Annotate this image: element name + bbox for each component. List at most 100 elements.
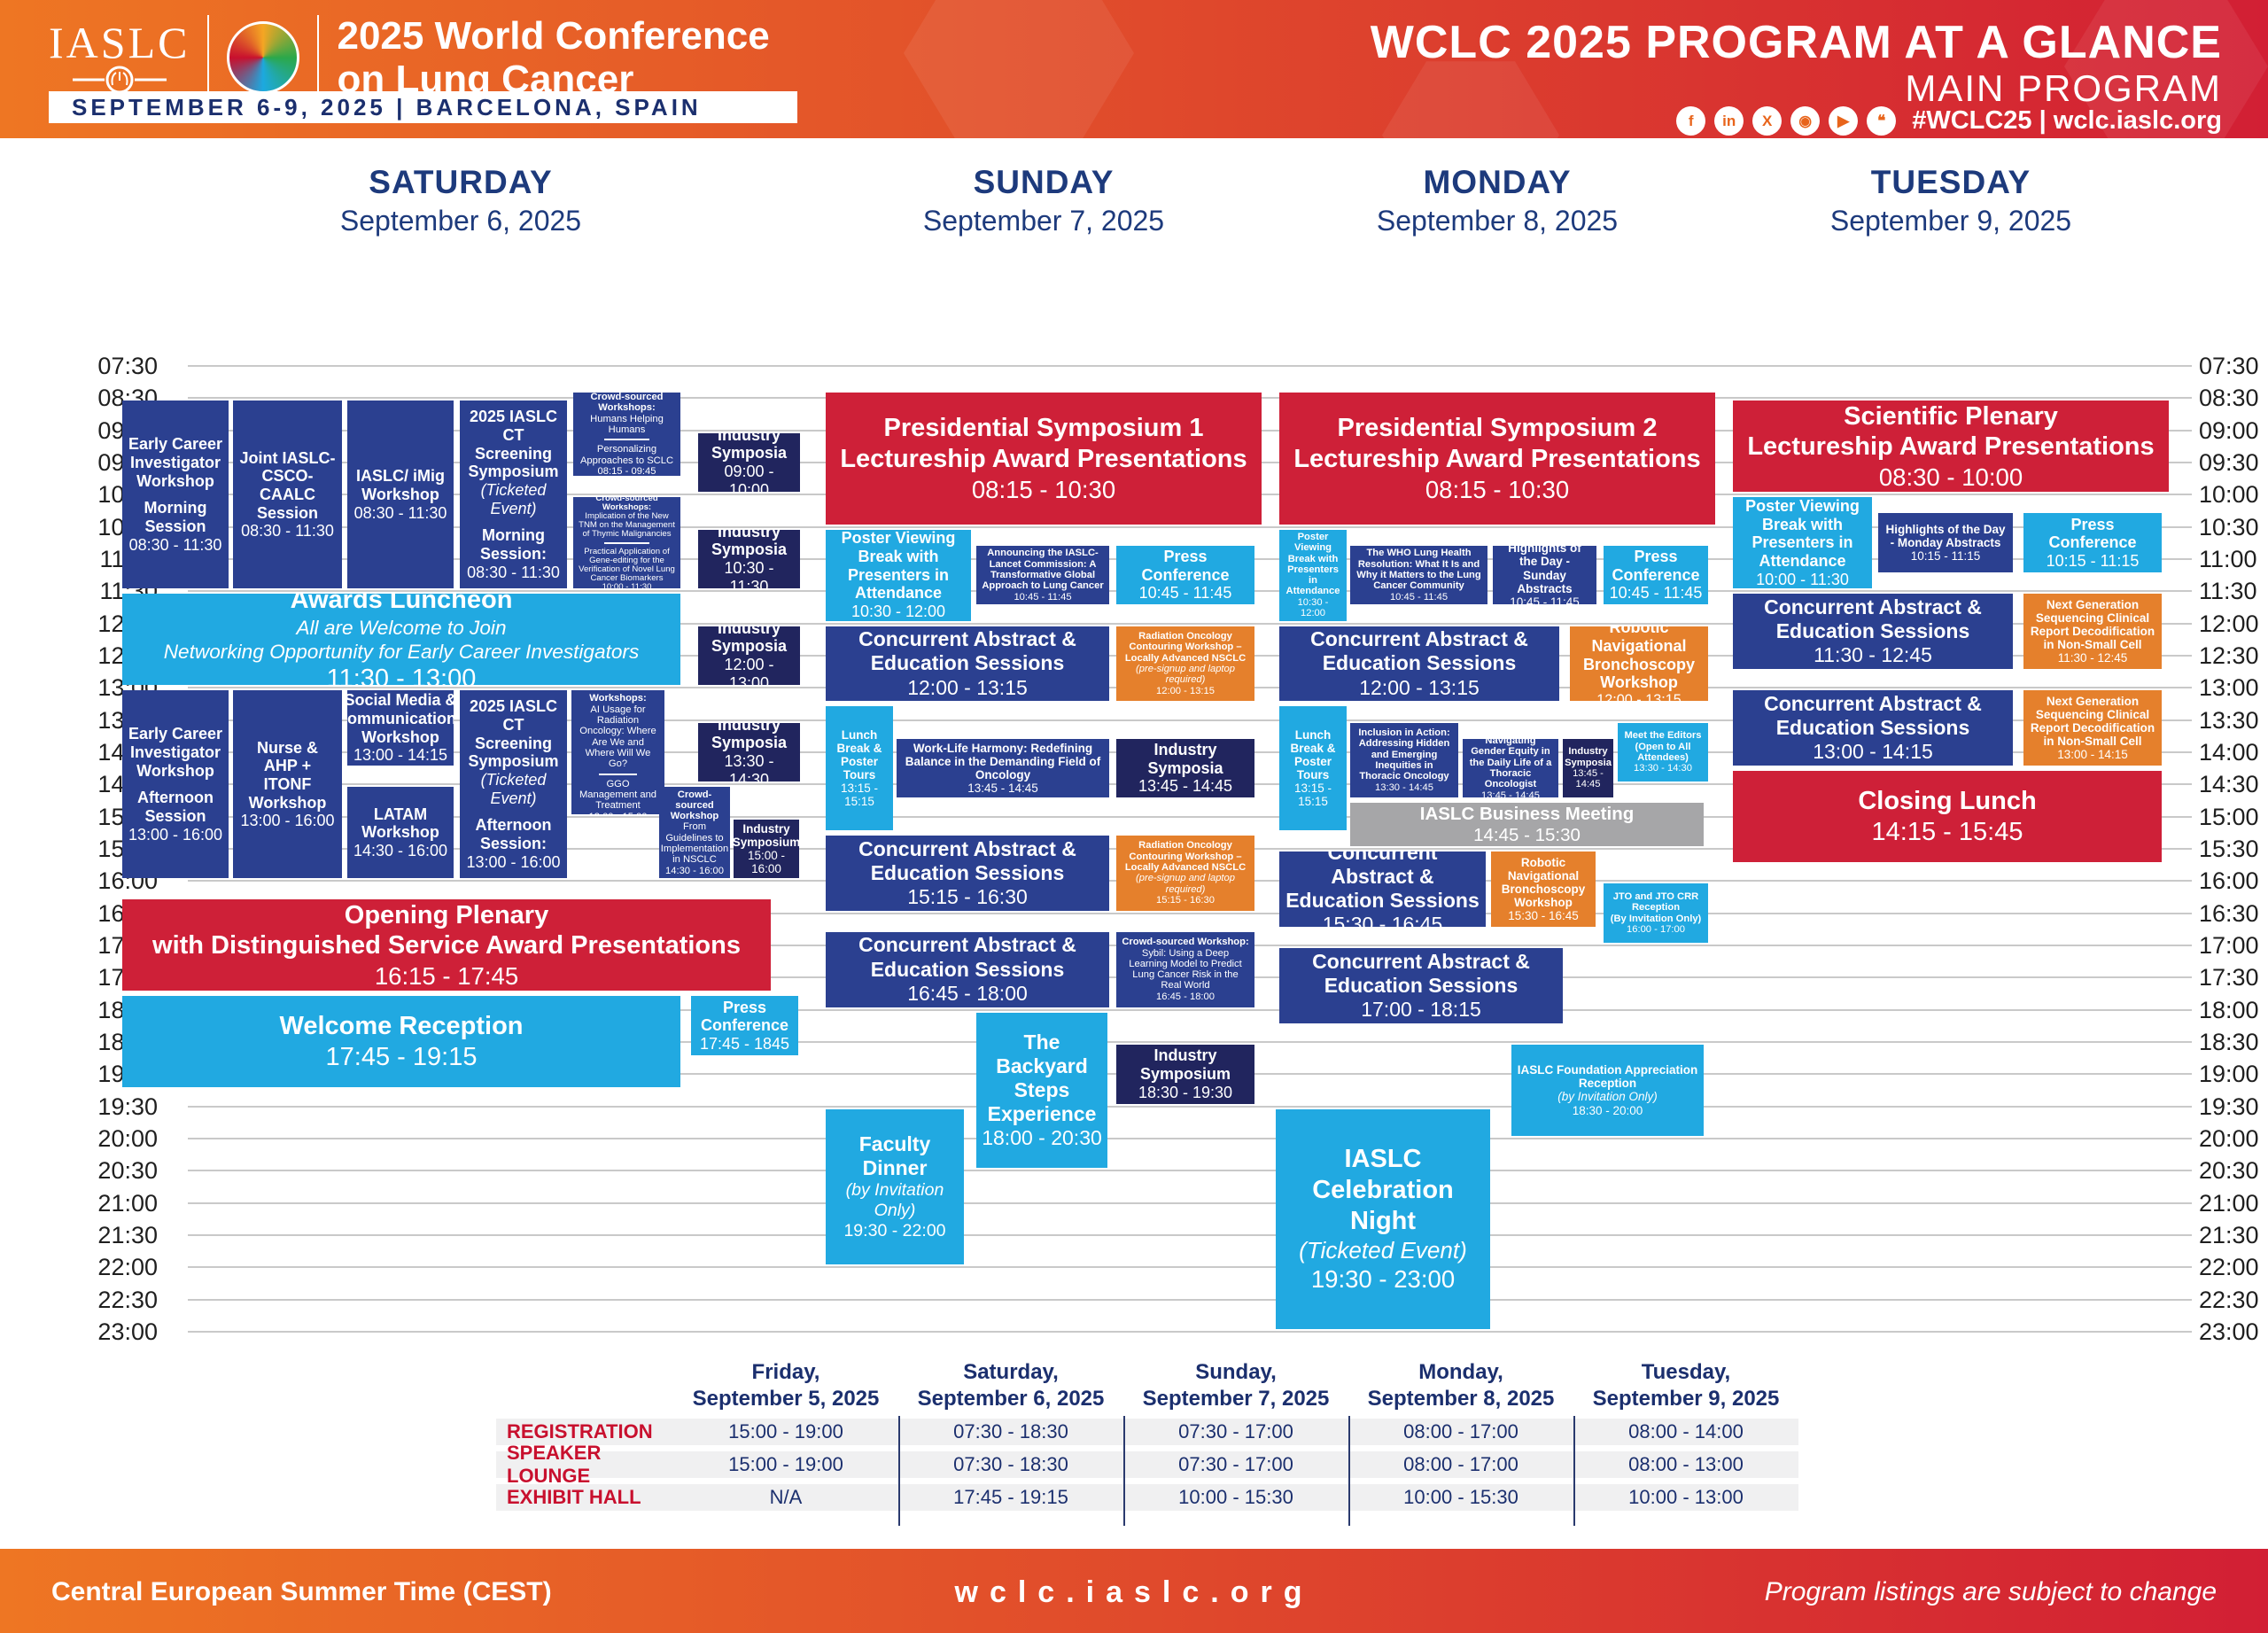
day-name: TUESDAY xyxy=(1870,164,2031,200)
sun-radiation-contouring-workshop-1515: Radiation Oncology Contouring Workshop –… xyxy=(1116,835,1254,911)
time-label: 10:00 xyxy=(2199,481,2259,509)
gridline xyxy=(188,1040,2192,1043)
event-text-line: Industry Symposia xyxy=(711,722,788,752)
mon-foundation-appreciation-reception: IASLC Foundation Appreciation Reception(… xyxy=(1511,1044,1704,1136)
wclc-emblem-icon xyxy=(227,21,300,95)
sat-nurse-ahp-itonf-workshop: Nurse & AHP + ITONF Workshop 13:00 - 16:0… xyxy=(233,690,342,879)
website-link[interactable]: wclc.iaslc.org xyxy=(954,1575,1314,1609)
gridline xyxy=(188,622,2192,625)
time-label: 22:00 xyxy=(2199,1254,2259,1281)
event-text-line: Nurse & AHP + ITONF Workshop xyxy=(248,738,327,812)
event-text-line: 14:45 - 15:30 xyxy=(1473,824,1581,845)
sat-awards-luncheon: Awards Luncheon All are Welcome to Join Ne… xyxy=(122,594,680,686)
time-label: 22:00 xyxy=(97,1254,158,1281)
hours-row-label: REGISTRATION xyxy=(507,1420,653,1442)
sat-ct-screening-symposium-pm: 2025 IASLC CT Screening Symposium (Ticket… xyxy=(460,690,567,879)
event-text-line: Press Conference xyxy=(2048,515,2137,552)
time-label: 08:30 xyxy=(2199,385,2259,412)
mon-lunch-break-poster-tours: Lunch Break & Poster Tours 13:15 - 15:15 xyxy=(1279,706,1347,830)
poster-subtitle: MAIN PROGRAM xyxy=(1905,67,2222,109)
sun-backyard-steps-experience: The Backyard Steps Experience 18:00 - 20:… xyxy=(976,1012,1107,1169)
hours-table-date-header: Sunday, September 7, 2025 xyxy=(1123,1359,1348,1412)
event-text-line: 11:30 - 13:00 xyxy=(326,664,477,686)
event-text-line: Navigating Gender Equity in the Daily Li… xyxy=(1469,738,1552,790)
event-text-line: IASLC Business Meeting xyxy=(1419,804,1635,825)
gridline xyxy=(188,1105,2192,1108)
event-text-line: 12:00 - 13:15 xyxy=(1359,675,1480,699)
mon-concurrent-sessions-1700: Concurrent Abstract & Education Sessions… xyxy=(1279,947,1563,1023)
event-text-line: Afternoon Session: xyxy=(475,816,552,852)
event-text-line: Afternoon Session xyxy=(137,789,214,825)
time-label: 09:30 xyxy=(2199,448,2259,476)
mon-concurrent-sessions-1530: Concurrent Abstract & Education Sessions… xyxy=(1279,851,1486,927)
event-text-line: 10:45 - 11:45 xyxy=(1014,591,1072,603)
event-text-line: Press Conference xyxy=(1141,548,1230,584)
gridline xyxy=(188,1008,2192,1011)
event-text-line: (By Invitation Only) xyxy=(1610,913,1702,924)
wechat-icon[interactable]: ❝ xyxy=(1867,106,1897,136)
time-label: 16:30 xyxy=(2199,899,2259,927)
facebook-icon[interactable]: f xyxy=(1676,106,1706,136)
sun-industry-symposium-1830: Industry Symposium 18:30 - 19:30 xyxy=(1116,1044,1254,1104)
iaslc-logo-text: IASLC xyxy=(49,18,190,68)
event-text-line: IASLC Foundation Appreciation Reception xyxy=(1517,1063,1698,1091)
hashtag-website-link[interactable]: #WCLC25 | wclc.iaslc.org xyxy=(1912,106,2222,135)
linkedin-icon[interactable]: in xyxy=(1714,106,1744,136)
gridline xyxy=(188,912,2192,914)
time-label: 10:30 xyxy=(2199,513,2259,540)
sun-concurrent-sessions-1645: Concurrent Abstract & Education Sessions… xyxy=(826,931,1109,1007)
time-label: 21:30 xyxy=(97,1221,158,1248)
event-text-line: 2025 IASLC CT Screening Symposium xyxy=(468,697,559,771)
event-text-line: 17:45 - 19:15 xyxy=(325,1042,478,1071)
event-text-line: Concurrent Abstract & Education Sessions xyxy=(858,933,1076,981)
event-text-line: GGO Management and Treatment xyxy=(579,778,657,812)
event-text-line: Industry Symposium xyxy=(734,821,799,849)
hours-table-date-header: Saturday, September 6, 2025 xyxy=(898,1359,1123,1412)
event-text-line: 13:45 - 14:45 xyxy=(1481,789,1540,798)
event-text-line: Concurrent Abstract & Education Sessions xyxy=(1310,627,1528,675)
hours-table-header-row: Friday, September 5, 2025 Saturday, Septemb… xyxy=(496,1359,1798,1412)
youtube-icon[interactable]: ▶ xyxy=(1829,106,1859,136)
hours-table-column-divider xyxy=(898,1416,900,1526)
event-text-line: Lunch Break & Poster Tours xyxy=(1290,727,1336,782)
social-links-row: f in X ◉ ▶ ❝ #WCLC25 | wclc.iaslc.org xyxy=(1676,106,2222,136)
event-text-line: (Ticketed Event) xyxy=(480,481,547,517)
event-text-line: The WHO Lung Health Resolution: What It … xyxy=(1356,548,1481,592)
event-text-line: Early Career Investigator Workshop xyxy=(128,435,223,490)
event-text-line: Faculty Dinner xyxy=(858,1131,931,1179)
tue-concurrent-sessions-1130: Concurrent Abstract & Education Sessions… xyxy=(1733,594,2013,670)
day-header-tuesday: TUESDAY September 9, 2025 xyxy=(1830,164,2071,237)
date-location-banner: SEPTEMBER 6-9, 2025 | BARCELONA, SPAIN xyxy=(49,91,797,123)
day-date: September 7, 2025 xyxy=(922,205,1165,237)
event-text-line: 08:15 - 10:30 xyxy=(971,475,1116,503)
event-text-line: 10:30 - 11:30 xyxy=(724,558,774,589)
hours-value-cell: 08:00 - 13:00 xyxy=(1628,1453,1744,1475)
event-text-line: Social Media & Communications Workshop xyxy=(347,691,454,746)
instagram-icon[interactable]: ◉ xyxy=(1790,106,1821,136)
event-text-line: Concurrent Abstract & Education Sessions xyxy=(1312,949,1530,997)
event-text-line: Work-Life Harmony: Redefining Balance in… xyxy=(905,741,1101,782)
gridline xyxy=(188,1330,2192,1333)
time-label: 19:30 xyxy=(2199,1093,2259,1120)
event-text-line: (by Invitation Only) xyxy=(845,1179,944,1220)
date-header-day: Monday, xyxy=(1418,1360,1503,1384)
day-header-saturday: SATURDAY September 6, 2025 xyxy=(340,164,581,237)
event-text-line: Radiation Oncology Contouring Workshop –… xyxy=(1124,631,1247,664)
event-text-line: Crowd-sourced Workshops: xyxy=(590,393,664,414)
time-label: 21:00 xyxy=(2199,1189,2259,1217)
event-text-line: All are Welcome to Join xyxy=(296,616,507,639)
event-text-line: 16:45 - 18:00 xyxy=(1156,991,1215,1002)
sun-presidential-symposium-1: Presidential Symposium 1 Lectureship Awar… xyxy=(826,393,1262,525)
event-text-line: (pre-signup and laptop required) xyxy=(1136,664,1235,686)
text-divider xyxy=(599,773,637,775)
event-text-line: Industry Symposia xyxy=(1147,741,1223,777)
hours-value-cell: N/A xyxy=(769,1486,803,1508)
sat-crowdsourced-guidelines-nsclc: Crowd-sourced Workshop From Guidelines to… xyxy=(659,787,730,879)
day-date: September 6, 2025 xyxy=(339,205,582,237)
event-text-line: Sybil: Using a Deep Learning Model to Pr… xyxy=(1129,947,1242,991)
logo-divider xyxy=(207,15,210,101)
sat-opening-plenary: Opening Plenary with Distinguished Servic… xyxy=(122,899,771,991)
event-text-line: 16:45 - 18:00 xyxy=(907,981,1028,1005)
event-text-line: 17:00 - 18:15 xyxy=(1361,997,1481,1021)
x-icon[interactable]: X xyxy=(1752,106,1783,136)
